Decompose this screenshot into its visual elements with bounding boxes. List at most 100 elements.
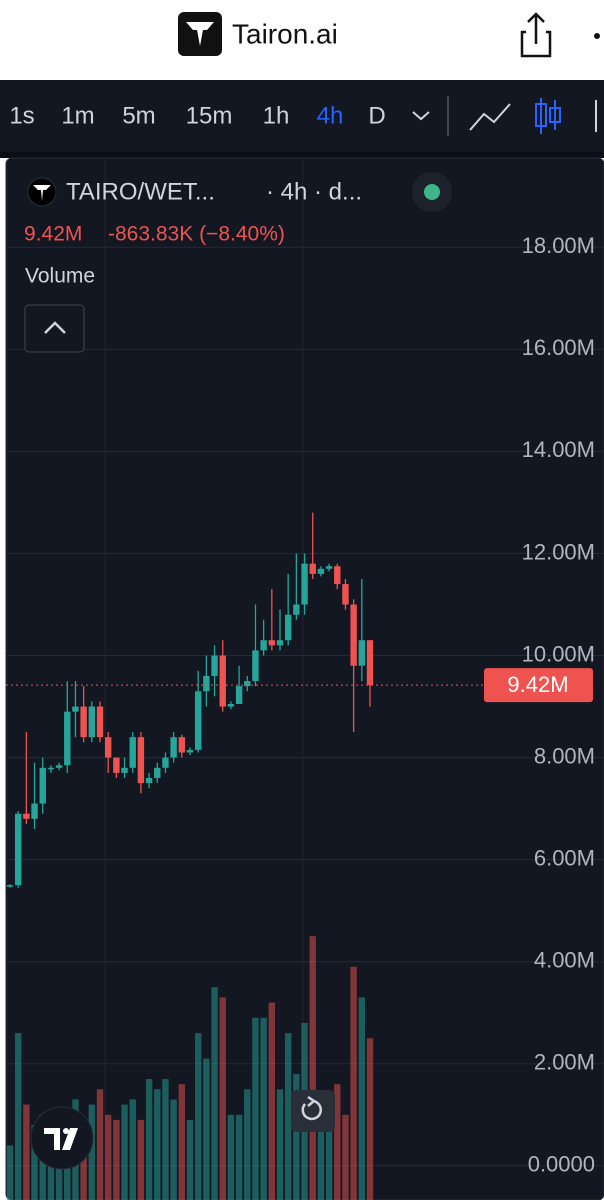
candle-body	[301, 563, 308, 605]
toolbar	[0, 80, 604, 152]
panel-gap	[0, 152, 604, 158]
volume-bar	[145, 1079, 153, 1200]
volume-bar	[293, 1073, 300, 1200]
candle-body	[203, 675, 210, 692]
interval-button[interactable]: 1h	[263, 102, 290, 129]
y-tick-label: 2.00M	[534, 1050, 595, 1075]
volume-bar	[178, 1084, 186, 1200]
candle-body	[6, 885, 14, 887]
volume-bar	[325, 1114, 333, 1200]
volume-bar	[350, 966, 357, 1200]
volume-bar	[235, 1114, 243, 1200]
candle-body	[325, 566, 333, 569]
candle-body	[96, 706, 104, 738]
legend-change: -863.83K (−8.40%)	[108, 223, 285, 246]
volume-bar	[137, 1119, 145, 1200]
y-tick-label: 18.00M	[522, 233, 595, 258]
plot: 0.0000 2.00M 4.00M 6.00M 8.00M 10.00M 12.00M 14…	[6, 233, 604, 1200]
candle-body	[268, 640, 276, 646]
candle-body	[72, 706, 79, 712]
volume-bar	[162, 1079, 169, 1200]
candle-body	[293, 604, 300, 615]
volume-bar	[309, 936, 316, 1200]
y-tick-label: 14.00M	[522, 437, 595, 462]
interval-button[interactable]: 1m	[61, 102, 94, 129]
symbol-logo	[27, 177, 57, 207]
interval-dropdown[interactable]	[412, 111, 430, 121]
candle-body	[55, 765, 63, 768]
last-price-badge	[484, 668, 593, 703]
interval-button[interactable]: 5m	[122, 102, 155, 129]
candle-body	[88, 706, 96, 738]
volume-bar	[366, 1038, 374, 1200]
candle-body	[80, 706, 87, 738]
candle-body	[244, 681, 251, 687]
interval-list: 1s 1m 5m 15m 1h 4h D	[9, 102, 385, 129]
volume-bar	[88, 1104, 96, 1200]
volume-bar	[252, 1017, 259, 1200]
volume-bar	[268, 1002, 276, 1200]
collapse-button[interactable]	[24, 304, 85, 353]
volume-bar	[194, 1033, 202, 1200]
candle-body	[129, 737, 136, 768]
volume-bar	[186, 1119, 194, 1200]
candle-body	[317, 568, 325, 574]
y-tick-label: 8.00M	[534, 743, 595, 768]
volume-bar	[260, 1017, 267, 1200]
candle-body	[64, 711, 71, 766]
candle-chart-button[interactable]	[535, 98, 561, 134]
site-title: Tairon.ai	[232, 18, 338, 49]
site-logo	[178, 12, 222, 56]
volume-bar	[211, 987, 218, 1200]
interval-button[interactable]: 15m	[186, 102, 233, 129]
volume-bar	[6, 1145, 14, 1200]
volume-bar	[170, 1099, 177, 1200]
tradingview-logo[interactable]	[30, 1106, 94, 1170]
last-price-label: 9.42M	[507, 672, 568, 697]
y-tick-label: 16.00M	[522, 335, 595, 360]
share-button[interactable]	[520, 12, 552, 58]
candle-body	[47, 767, 55, 770]
candle-body	[366, 640, 374, 686]
candle-body	[178, 737, 186, 753]
candle-body	[260, 640, 267, 651]
interval-button[interactable]: 4h	[317, 102, 344, 129]
candle-body	[358, 640, 366, 666]
candle-body	[186, 749, 194, 753]
y-tick-label: 0.0000	[528, 1152, 595, 1177]
volume-bar	[219, 997, 226, 1200]
volume-bar	[276, 1089, 284, 1200]
candle-body	[342, 584, 349, 605]
interval-button[interactable]: D	[368, 102, 385, 129]
volume-bar	[154, 1089, 161, 1200]
candle-body	[154, 767, 161, 778]
candle-body	[350, 604, 357, 666]
symbol-interval: · 4h · d...	[266, 178, 362, 205]
volume-bar	[342, 1114, 349, 1200]
candle-body	[31, 803, 38, 819]
y-tick-label: 10.00M	[522, 641, 595, 666]
line-chart-button[interactable]	[469, 103, 511, 131]
volume-bar	[358, 997, 366, 1200]
volume-bar	[227, 1114, 235, 1200]
candle-body	[211, 655, 218, 676]
candle-body	[113, 757, 120, 773]
candle-body	[194, 691, 202, 750]
candle-body	[170, 737, 177, 758]
indicator-name: Volume	[25, 265, 95, 288]
candle-body	[227, 704, 235, 707]
candle-body	[309, 563, 316, 574]
interval-button[interactable]: 1s	[9, 102, 34, 129]
candle-body	[121, 767, 128, 773]
candle-body	[284, 614, 292, 641]
volume-bar	[121, 1104, 128, 1200]
menu-dot[interactable]	[594, 33, 600, 39]
volume-bar	[129, 1099, 136, 1200]
candle-body	[39, 767, 46, 804]
candle-body	[23, 813, 30, 819]
status-dot	[424, 184, 440, 200]
reset-button[interactable]	[291, 1090, 335, 1132]
symbol-name: TAIRO/WET...	[66, 178, 215, 205]
volume-bar	[96, 1089, 104, 1200]
